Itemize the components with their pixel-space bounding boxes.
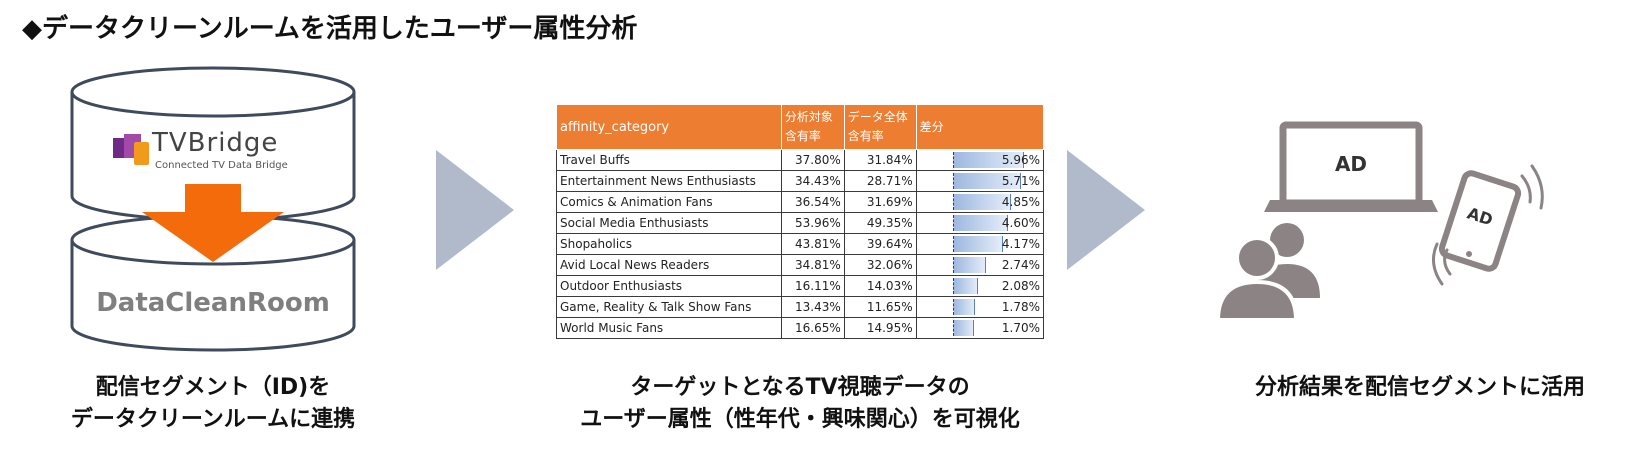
middle-caption-line2: ユーザー属性（性年代・興味関心）を可視化	[580, 407, 1020, 432]
target-rate-cell: 34.43%	[780, 170, 845, 192]
all-rate-cell: 39.64%	[843, 233, 917, 255]
diff-databar	[952, 215, 1008, 231]
table-row: World Music Fans 16.65% 14.95% 1.70%	[556, 317, 1045, 339]
header-target-line2: 含有率	[784, 129, 821, 143]
diff-value: 5.71%	[1001, 174, 1040, 188]
table-row: Travel Buffs 37.80% 31.84% 5.96%	[556, 149, 1045, 171]
diff-value: 4.85%	[1001, 195, 1040, 209]
all-rate-cell: 14.03%	[843, 275, 917, 297]
header-target-line1: 分析対象	[784, 110, 833, 124]
all-rate-cell: 31.69%	[843, 191, 917, 213]
category-cell: Avid Local News Readers	[556, 254, 782, 276]
page-title: ◆データクリーンルームを活用したユーザー属性分析	[22, 14, 638, 44]
left-caption-line1: 配信セグメント（ID)を	[95, 375, 331, 400]
all-rate-cell: 11.65%	[843, 296, 917, 318]
diff-databar	[952, 320, 974, 336]
diff-cell: 4.17%	[915, 233, 1045, 255]
category-cell: Travel Buffs	[556, 149, 782, 171]
diff-databar	[952, 299, 975, 315]
dcr-label: DataCleanRoom	[96, 288, 330, 318]
table-row: Comics & Animation Fans 36.54% 31.69% 4.85%	[556, 191, 1045, 213]
all-rate-cell: 31.84%	[843, 149, 917, 171]
target-rate-cell: 36.54%	[780, 191, 845, 213]
table-row: Outdoor Enthusiasts 16.11% 14.03% 2.08%	[556, 275, 1045, 297]
left-caption: 配信セグメント（ID)を データクリーンルームに連携	[38, 372, 388, 436]
diff-databar	[952, 194, 1011, 210]
table-row: Shopaholics 43.81% 39.64% 4.17%	[556, 233, 1045, 255]
diff-databar	[952, 173, 1021, 189]
category-cell: Outdoor Enthusiasts	[556, 275, 782, 297]
right-caption: 分析結果を配信セグメントに活用	[1254, 375, 1585, 400]
down-arrow-icon	[142, 184, 284, 262]
diff-cell: 4.85%	[915, 191, 1045, 213]
header-all-line2: 含有率	[847, 129, 884, 143]
all-rate-cell: 49.35%	[843, 212, 917, 234]
target-rate-cell: 13.43%	[780, 296, 845, 318]
diff-cell: 5.71%	[915, 170, 1045, 192]
category-cell: World Music Fans	[556, 317, 782, 339]
diff-databar	[952, 152, 1024, 168]
table-row: Entertainment News Enthusiasts 34.43% 28.7…	[556, 170, 1045, 192]
target-rate-cell: 34.81%	[780, 254, 845, 276]
all-rate-cell: 28.71%	[843, 170, 917, 192]
header-category: affinity_category	[556, 104, 782, 150]
chevron-right-icon	[1067, 150, 1145, 270]
target-rate-cell: 16.11%	[780, 275, 845, 297]
target-rate-cell: 43.81%	[780, 233, 845, 255]
diff-cell: 2.74%	[915, 254, 1045, 276]
category-cell: Game, Reality & Talk Show Fans	[556, 296, 782, 318]
diff-value: 4.17%	[1001, 237, 1040, 251]
target-rate-cell: 16.65%	[780, 317, 845, 339]
table-row: Social Media Enthusiasts 53.96% 49.35% 4.60…	[556, 212, 1045, 234]
middle-caption-line1: ターゲットとなるTV視聴データの	[630, 375, 970, 400]
diff-value: 5.96%	[1001, 153, 1040, 167]
datacleanroom-database-icon	[70, 214, 356, 352]
target-rate-cell: 37.80%	[780, 149, 845, 171]
diff-value: 4.60%	[1001, 216, 1040, 230]
header-target-rate: 分析対象 含有率	[780, 104, 845, 150]
diff-value: 1.78%	[1001, 300, 1040, 314]
users-icon	[1215, 223, 1320, 322]
diff-value: 1.70%	[1001, 321, 1040, 335]
header-all-line1: データ全体	[847, 110, 908, 124]
phone-ad-label: AD	[1464, 203, 1496, 230]
brand-tagline: Connected TV Data Bridge	[155, 160, 288, 171]
affinity-table: affinity_category 分析対象 含有率 データ全体 含有率 差分 …	[556, 104, 1045, 339]
middle-caption: ターゲットとなるTV視聴データの ユーザー属性（性年代・興味関心）を可視化	[540, 372, 1060, 436]
diff-cell: 4.60%	[915, 212, 1045, 234]
all-rate-cell: 14.95%	[843, 317, 917, 339]
category-cell: Comics & Animation Fans	[556, 191, 782, 213]
diff-cell: 2.08%	[915, 275, 1045, 297]
chevron-right-icon	[436, 150, 514, 270]
tvbridge-logo-icon	[113, 134, 149, 165]
category-cell: Shopaholics	[556, 233, 782, 255]
table-header-row: affinity_category 分析対象 含有率 データ全体 含有率 差分	[556, 104, 1045, 150]
diff-value: 2.08%	[1001, 279, 1040, 293]
diff-cell: 1.70%	[915, 317, 1045, 339]
all-rate-cell: 32.06%	[843, 254, 917, 276]
table-row: Avid Local News Readers 34.81% 32.06% 2.74%	[556, 254, 1045, 276]
target-rate-cell: 53.96%	[780, 212, 845, 234]
diff-cell: 1.78%	[915, 296, 1045, 318]
header-diff: 差分	[915, 104, 1045, 150]
category-cell: Entertainment News Enthusiasts	[556, 170, 782, 192]
diff-databar	[952, 278, 979, 294]
diff-cell: 5.96%	[915, 149, 1045, 171]
diff-value: 2.74%	[1001, 258, 1040, 272]
diff-databar	[952, 257, 986, 273]
left-caption-line2: データクリーンルームに連携	[70, 407, 356, 432]
header-all-rate: データ全体 含有率	[843, 104, 917, 150]
brand-name: TVBridge	[152, 128, 279, 158]
table-row: Game, Reality & Talk Show Fans 13.43% 11.6…	[556, 296, 1045, 318]
category-cell: Social Media Enthusiasts	[556, 212, 782, 234]
diff-databar	[952, 236, 1003, 252]
laptop-ad-label: AD	[1334, 152, 1368, 176]
